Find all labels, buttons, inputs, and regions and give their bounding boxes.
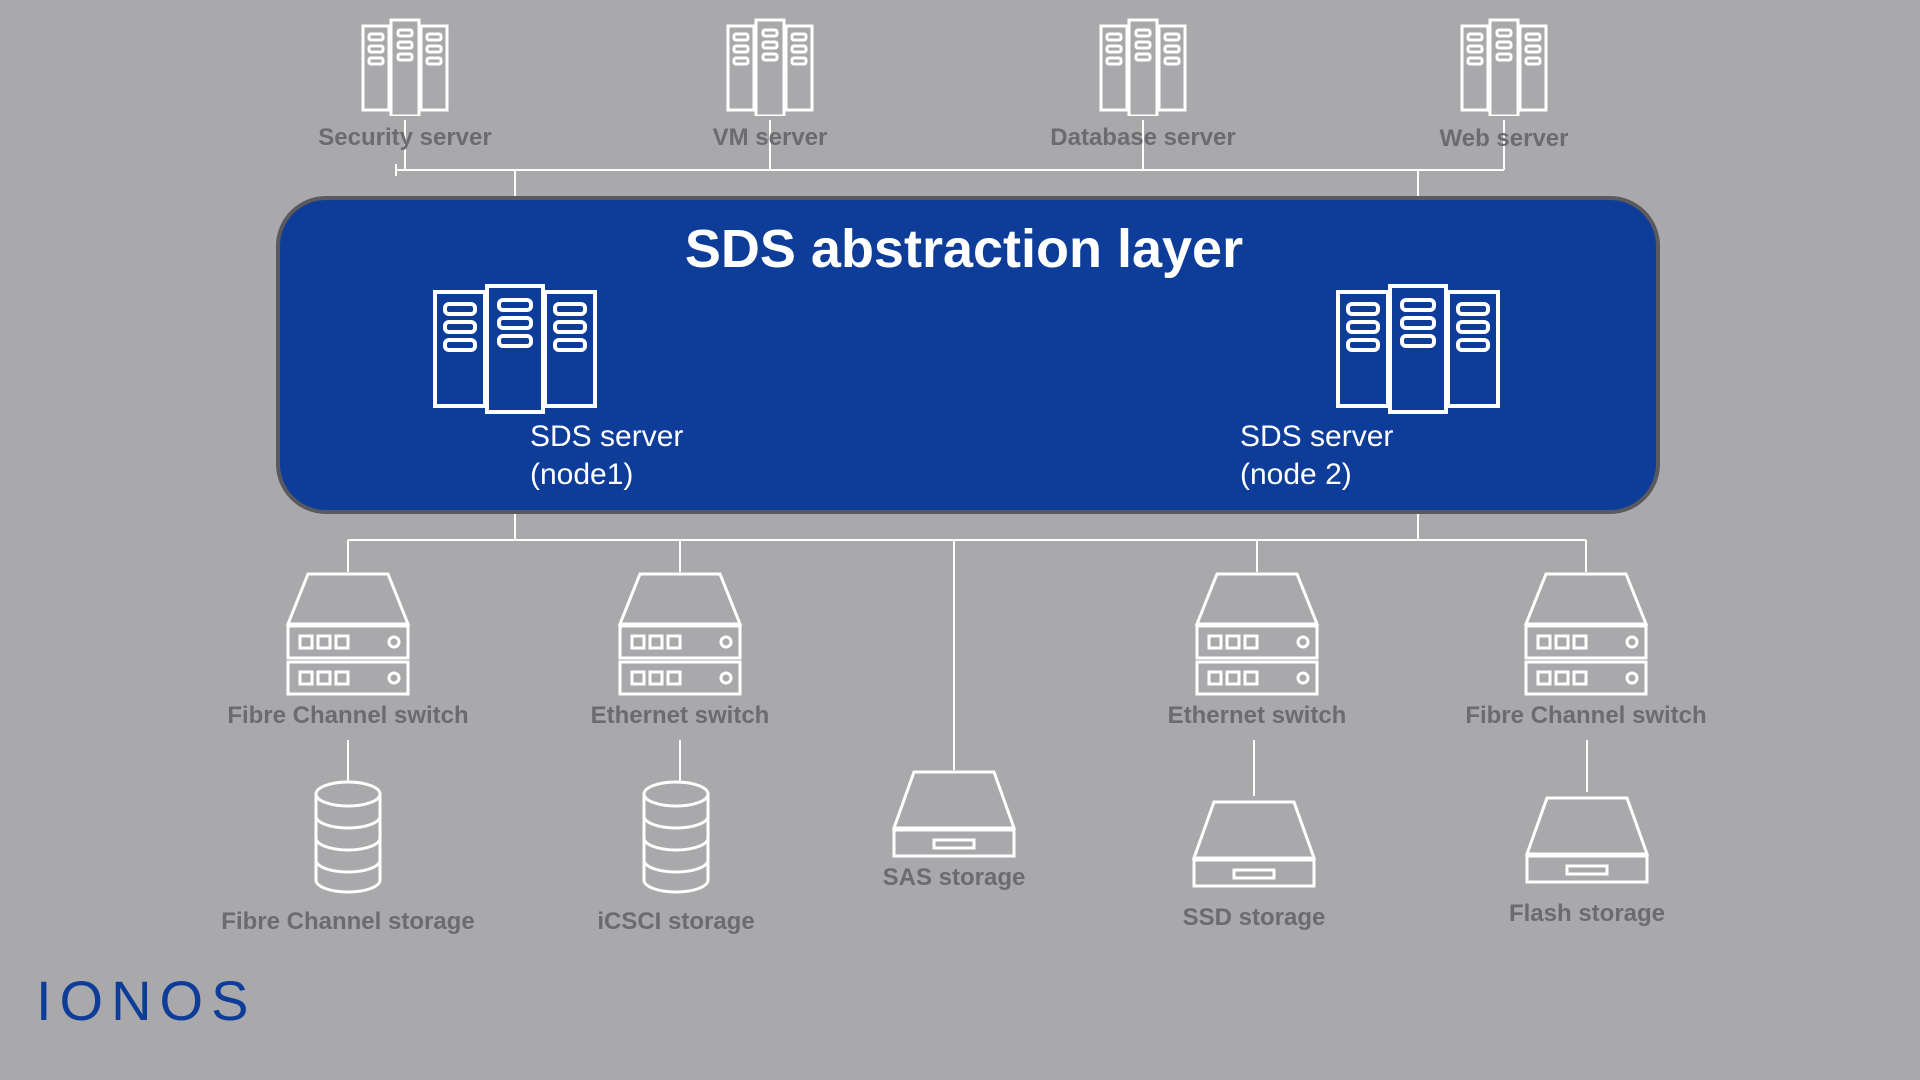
sas-storage-label: SAS storage	[854, 864, 1054, 892]
ssd-storage-label: SSD storage	[1154, 904, 1354, 932]
fc-switch-2-label: Fibre Channel switch	[1456, 702, 1716, 730]
database-server-icon	[1093, 16, 1193, 116]
sds-title: SDS abstraction layer	[276, 218, 1652, 280]
sds-server-2-label-1: SDS server	[1240, 420, 1393, 454]
ssd-storage-icon	[1184, 796, 1324, 896]
ionos-logo: IONOS	[36, 968, 256, 1033]
fc-storage-icon	[308, 780, 388, 900]
vm-server-icon	[720, 16, 820, 116]
eth-switch-1-label: Ethernet switch	[570, 702, 790, 730]
sds-server-1-icon	[425, 284, 605, 414]
sds-server-1-label-2: (node1)	[530, 458, 633, 492]
web-server-label: Web server	[1404, 125, 1604, 153]
fc-switch-1-label: Fibre Channel switch	[218, 702, 478, 730]
icsci-storage-label: iCSCI storage	[566, 908, 786, 936]
eth-switch-1-icon	[610, 568, 750, 698]
sds-server-2-label-2: (node 2)	[1240, 458, 1352, 492]
sds-server-1-label-1: SDS server	[530, 420, 683, 454]
icsci-storage-icon	[636, 780, 716, 900]
database-server-label: Database server	[1033, 124, 1253, 152]
fc-switch-2-icon	[1516, 568, 1656, 698]
web-server-icon	[1454, 16, 1554, 116]
vm-server-label: VM server	[670, 124, 870, 152]
flash-storage-icon	[1517, 792, 1657, 892]
eth-switch-2-icon	[1187, 568, 1327, 698]
security-server-icon	[355, 16, 455, 116]
security-server-label: Security server	[305, 124, 505, 152]
eth-switch-2-label: Ethernet switch	[1147, 702, 1367, 730]
sds-server-2-icon	[1328, 284, 1508, 414]
sas-storage-icon	[884, 766, 1024, 866]
fc-switch-1-icon	[278, 568, 418, 698]
fc-storage-label: Fibre Channel storage	[208, 908, 488, 936]
flash-storage-label: Flash storage	[1487, 900, 1687, 928]
